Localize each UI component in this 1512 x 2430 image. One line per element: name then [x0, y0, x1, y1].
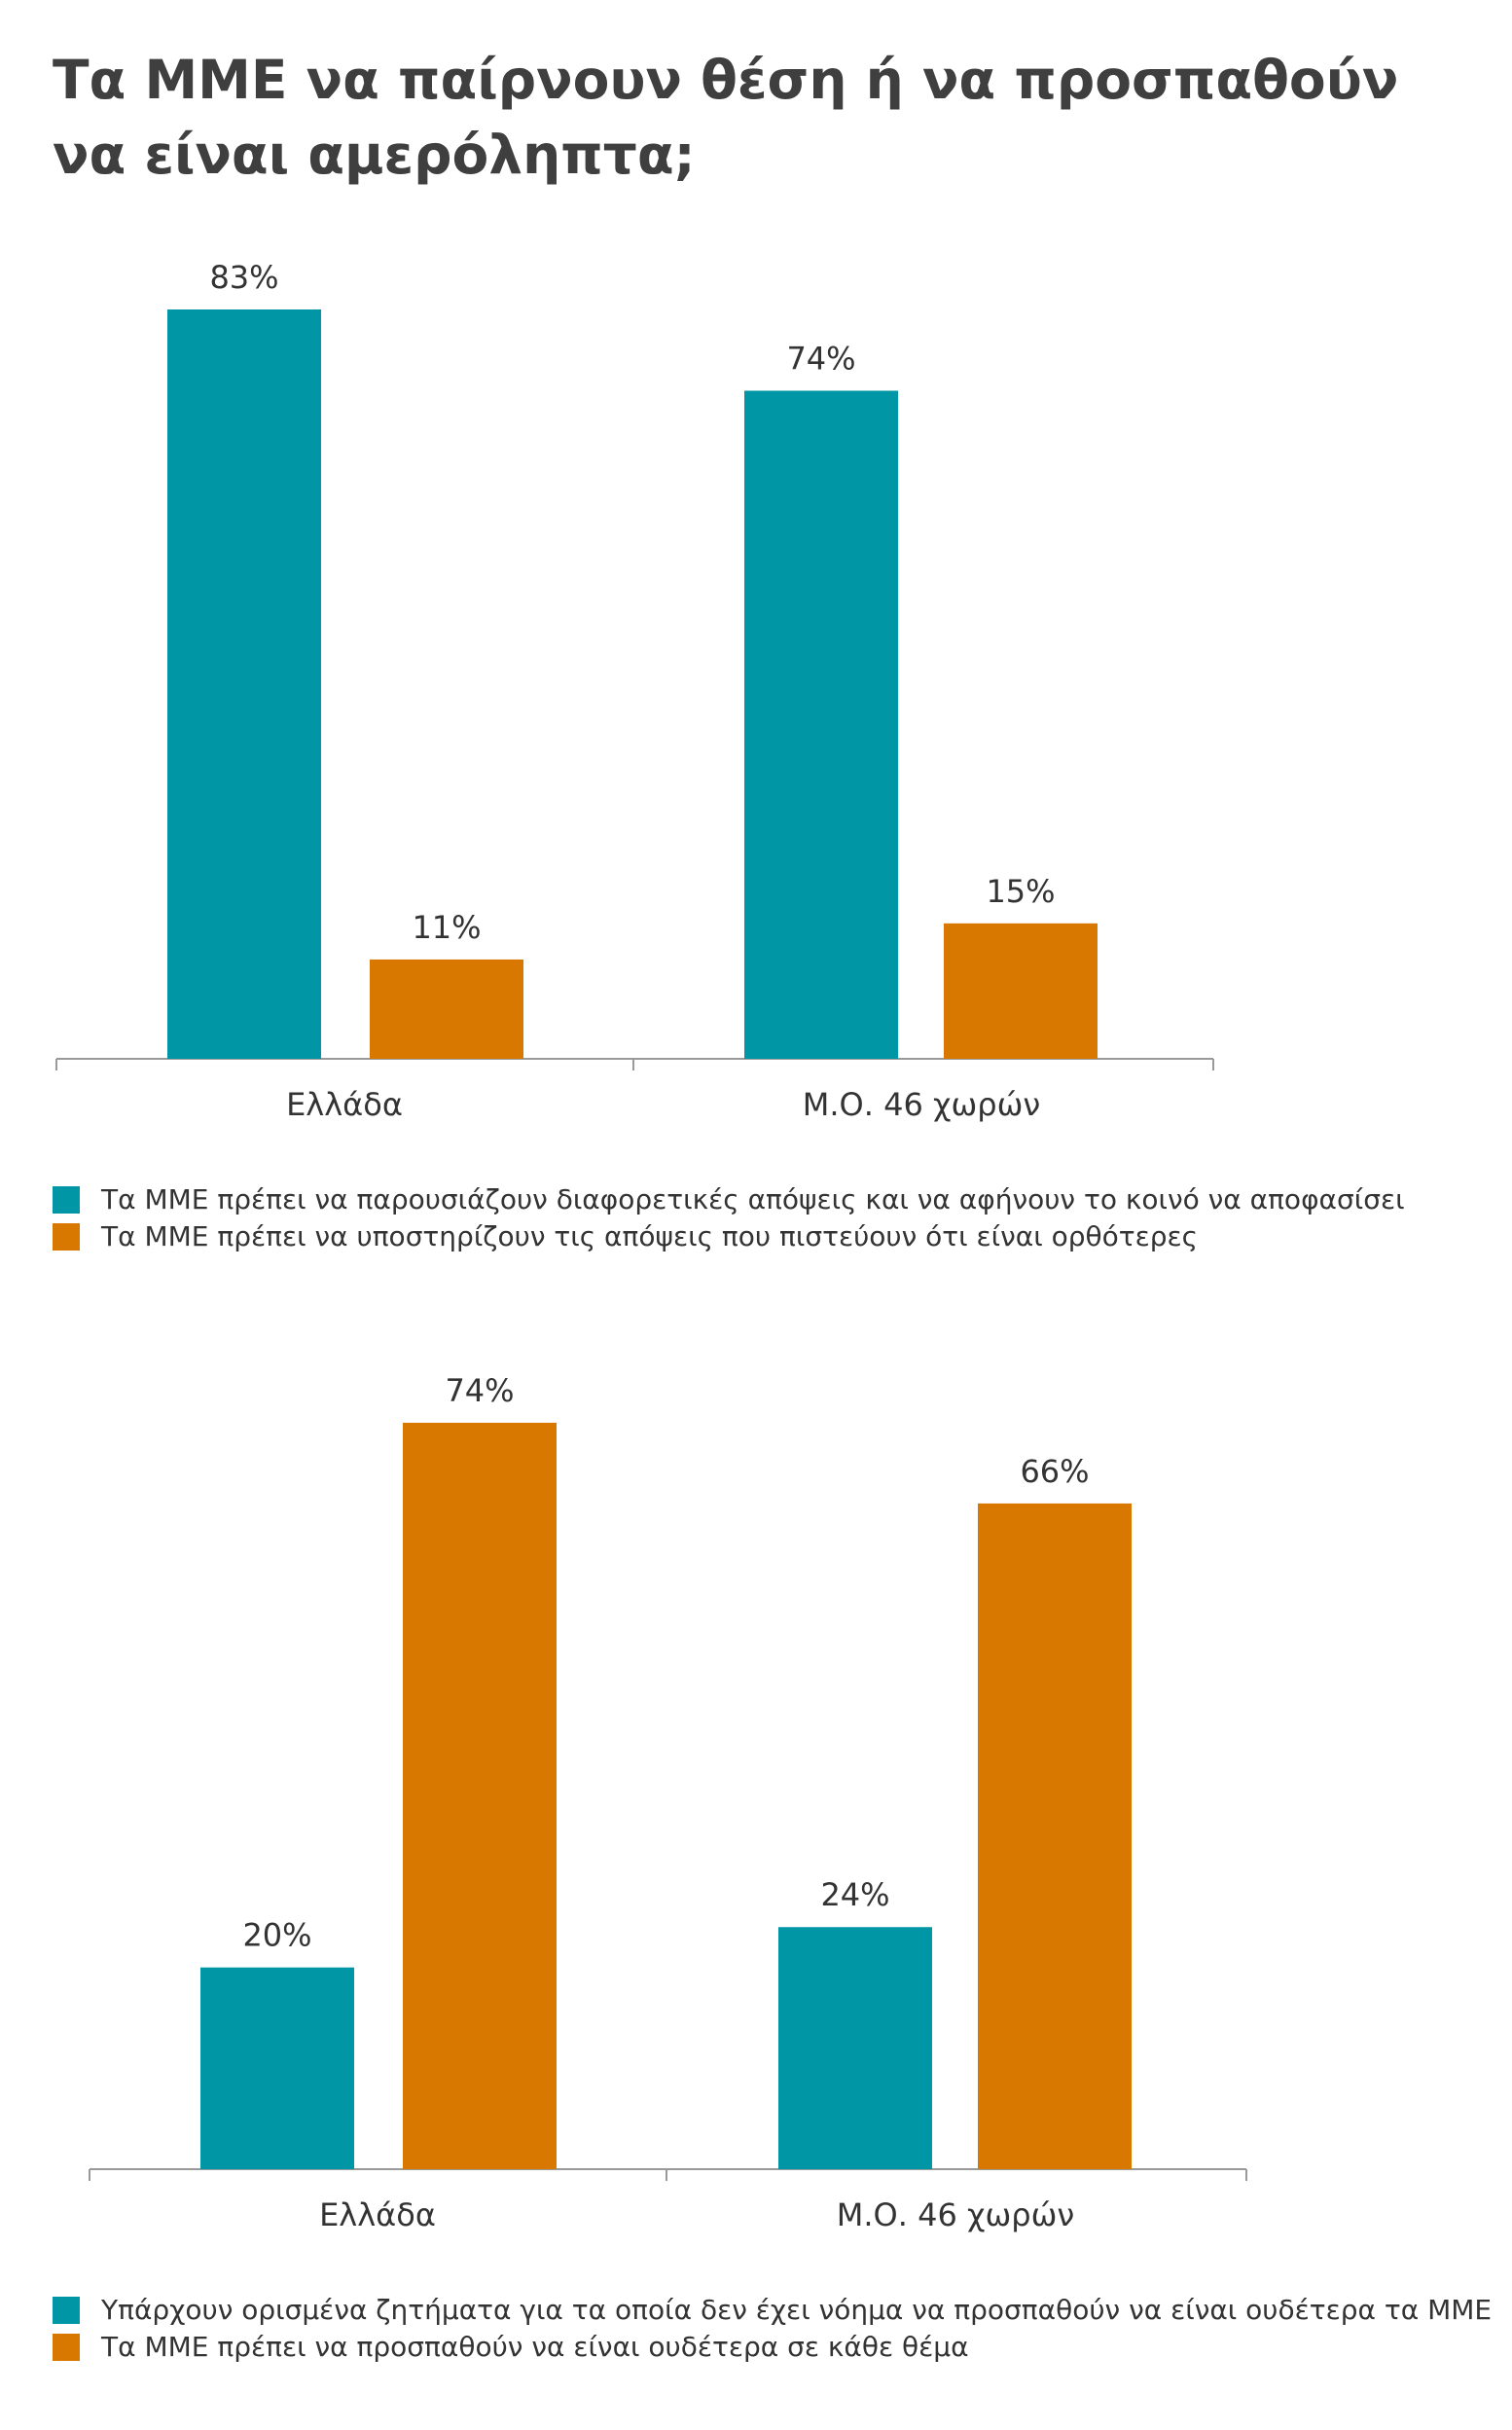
bar-chart-2: 20% 74% Ελλάδα 24% 66% Μ.Ο. 46 χωρών [89, 1372, 1247, 2233]
bar [403, 1423, 557, 2169]
bar [167, 309, 321, 1059]
data-label: 74% [445, 1372, 514, 1409]
category-label: Ελλάδα [319, 2196, 436, 2233]
legend-swatch-teal [53, 2297, 80, 2324]
legend-item-orange: Τα ΜΜΕ πρέπει να προσπαθούν να είναι ουδ… [53, 2329, 1493, 2366]
legend-2: Υπάρχουν ορισμένα ζητήματα για τα οποία … [53, 2292, 1493, 2366]
data-label: 15% [986, 873, 1055, 910]
bar [370, 959, 523, 1059]
legend-label: Υπάρχουν ορισμένα ζητήματα για τα οποία … [101, 2294, 1493, 2326]
data-label: 74% [786, 340, 855, 377]
legend-item-teal: Υπάρχουν ορισμένα ζητήματα για τα οποία … [53, 2292, 1493, 2329]
bar [778, 1927, 932, 2169]
chart-title: Τα ΜΜΕ να παίρνουν θέση ή να προσπαθούν … [53, 43, 1434, 193]
category-label: Μ.Ο. 46 χωρών [837, 2196, 1074, 2233]
bar [944, 923, 1098, 1059]
category-label: Μ.Ο. 46 χωρών [803, 1086, 1040, 1123]
title-line-2: να είναι αμερόληπτα; [53, 124, 696, 186]
legend-label: Τα ΜΜΕ πρέπει να παρουσιάζουν διαφορετικ… [101, 1183, 1405, 1215]
bar [200, 1967, 354, 2169]
legend-swatch-orange [53, 2334, 80, 2361]
bar [978, 1503, 1132, 2169]
data-label: 11% [412, 909, 481, 946]
title-line-1: Τα ΜΜΕ να παίρνουν θέση ή να προσπαθούν [53, 49, 1399, 111]
legend-item-orange: Τα ΜΜΕ πρέπει να υποστηρίζουν τις απόψει… [53, 1218, 1493, 1255]
legend-label: Τα ΜΜΕ πρέπει να προσπαθούν να είναι ουδ… [101, 2331, 969, 2363]
category-label: Ελλάδα [286, 1086, 403, 1123]
legend-label: Τα ΜΜΕ πρέπει να υποστηρίζουν τις απόψει… [101, 1220, 1199, 1252]
legend-1: Τα ΜΜΕ πρέπει να παρουσιάζουν διαφορετικ… [53, 1181, 1493, 1255]
legend-item-teal: Τα ΜΜΕ πρέπει να παρουσιάζουν διαφορετικ… [53, 1181, 1493, 1218]
legend-swatch-orange [53, 1223, 80, 1251]
data-label: 24% [820, 1876, 889, 1913]
legend-swatch-teal [53, 1186, 80, 1214]
bar [744, 390, 898, 1059]
data-label: 83% [209, 259, 278, 296]
bar-chart-1: 83% 11% Ελλάδα 74% 15% Μ.Ο. 46 χωρών [55, 259, 1214, 1123]
data-label: 20% [242, 1917, 311, 1954]
data-label: 66% [1020, 1453, 1089, 1490]
